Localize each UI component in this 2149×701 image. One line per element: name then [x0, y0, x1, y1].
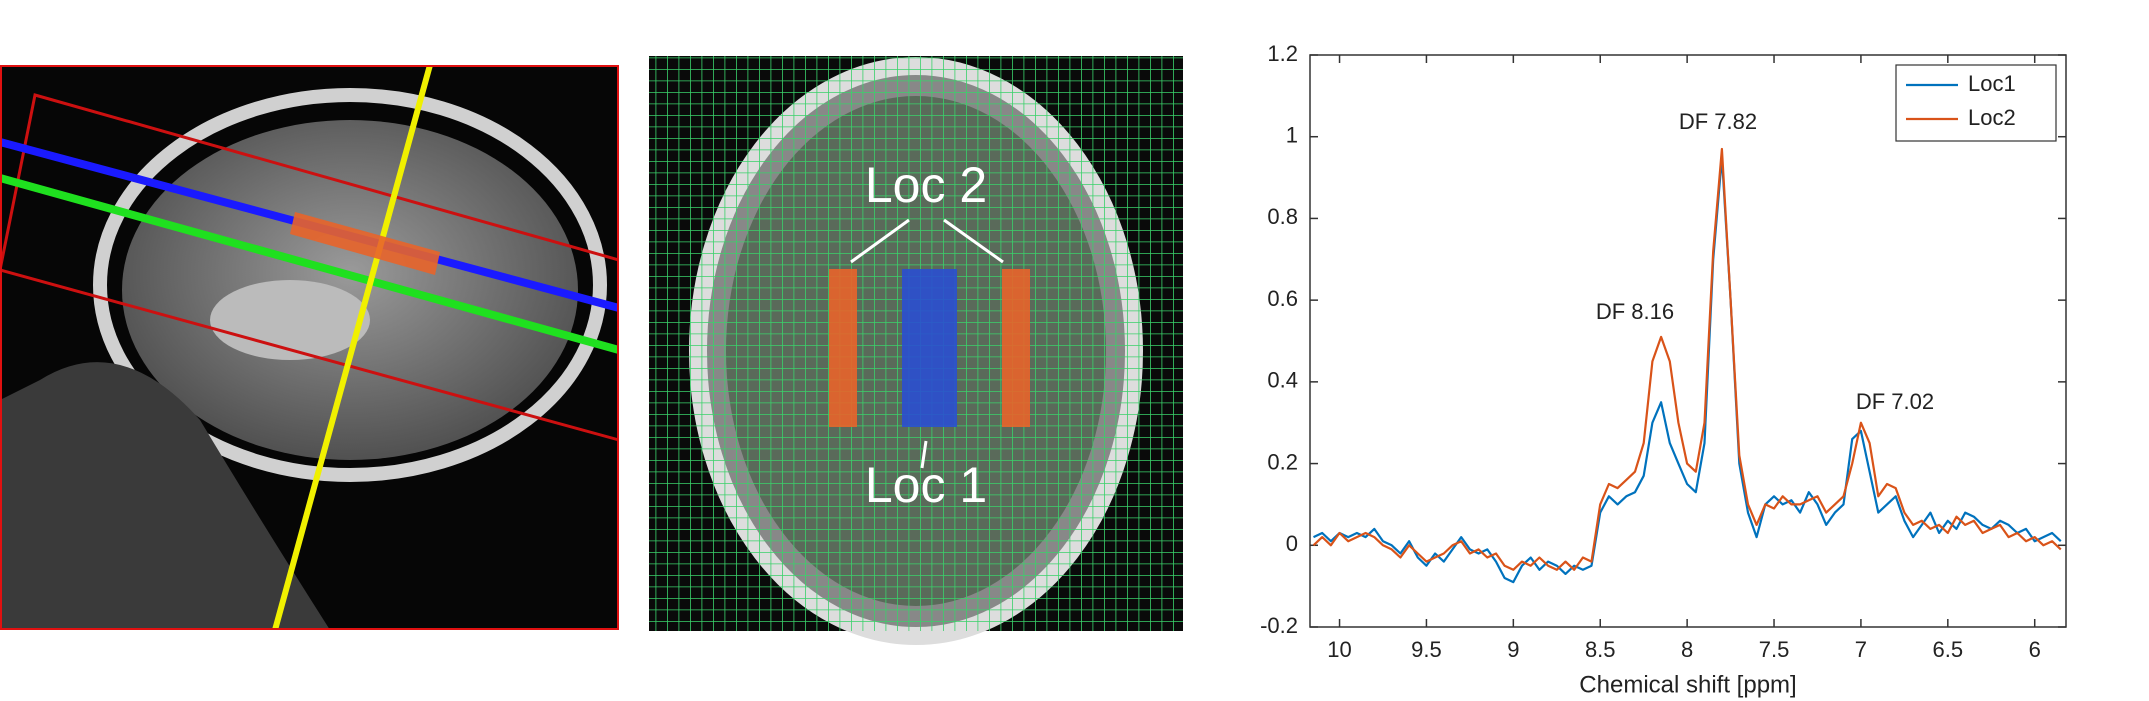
series-line — [1312, 147, 2062, 571]
legend-label: Loc1 — [1968, 71, 2016, 96]
peak-annotation: DF 7.82 — [1679, 109, 1757, 134]
y-tick-label: 1 — [1286, 123, 1298, 148]
peak-annotation: DF 8.16 — [1596, 299, 1674, 324]
legend-box — [1895, 64, 2057, 142]
x-axis-label: Chemical shift [ppm] — [1579, 671, 1796, 698]
x-tick-label: 6 — [2029, 637, 2041, 662]
y-tick-label: 0.4 — [1267, 368, 1298, 393]
plot-frame — [1309, 54, 2067, 628]
spectrum-chart: Chemical shift [ppm] -0.2 0 0.2 0.4 0.6 0.8 1 1… — [1260, 41, 2067, 698]
x-tick-label: 7.5 — [1759, 637, 1790, 662]
axial-image: Loc 2 Loc 1 — [649, 56, 1183, 645]
x-tick-label: 8 — [1681, 637, 1693, 662]
x-tick-label: 9 — [1507, 637, 1519, 662]
location-label: Loc 2 — [865, 157, 987, 213]
peak-annotation: DF 7.02 — [1856, 389, 1934, 414]
x-tick-label: 7 — [1855, 637, 1867, 662]
series-line — [1313, 156, 2062, 584]
y-tick-label: 0 — [1286, 531, 1298, 556]
y-tick-label: 0.6 — [1267, 286, 1298, 311]
sagittal-image — [0, 65, 619, 630]
legend-label: Loc2 — [1968, 105, 2016, 130]
x-tick-label: 6.5 — [1933, 637, 1964, 662]
y-tick-label: -0.2 — [1260, 613, 1298, 638]
y-tick-label: 1.2 — [1267, 41, 1298, 66]
x-tick-label: 8.5 — [1585, 637, 1616, 662]
location-label: Loc 1 — [865, 457, 987, 513]
x-tick-label: 9.5 — [1411, 637, 1442, 662]
y-tick-label: 0.8 — [1267, 204, 1298, 229]
x-tick-label: 10 — [1327, 637, 1351, 662]
y-tick-label: 0.2 — [1267, 449, 1298, 474]
